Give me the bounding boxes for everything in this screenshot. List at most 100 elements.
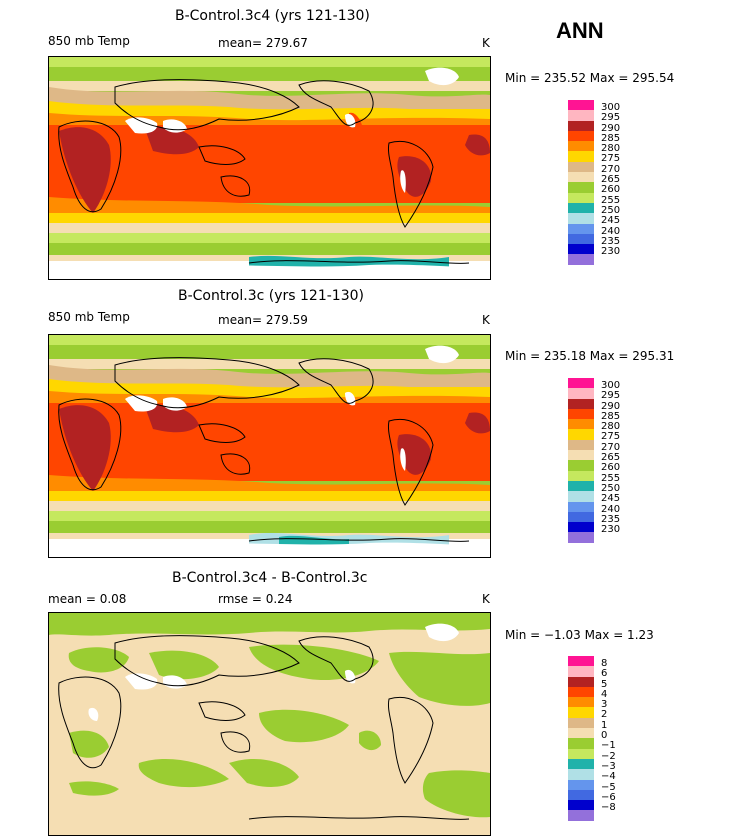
colorbar-label: 245 [601,493,621,505]
colorbar-swatch [568,408,594,420]
panel2-title: B-Control.3c (yrs 121-130) [178,288,364,304]
colorbar-label: 235 [601,513,621,525]
colorbar-swatch [568,254,594,265]
colorbar-label: 2 [601,709,608,721]
panel2-variable-label: 850 mb Temp [48,310,130,324]
colorbar-label: 260 [601,184,621,196]
panel3-map-graphic [49,613,490,835]
colorbar-label: −6 [601,791,616,803]
colorbar-label: 295 [601,112,621,124]
colorbar-swatch [568,233,594,245]
colorbar-label: 240 [601,503,621,515]
panel2-map [48,334,491,558]
colorbar-label: −2 [601,750,616,762]
colorbar-swatch [568,779,594,790]
colorbar-swatch [568,666,594,677]
colorbar-label: 260 [601,462,621,474]
colorbar-swatch [568,511,594,523]
colorbar-swatch [568,460,594,471]
colorbar-swatch [568,439,594,451]
colorbar-swatch [568,110,594,121]
colorbar-label: 255 [601,472,621,484]
colorbar-swatch [568,789,594,801]
colorbar-label: 240 [601,225,621,237]
colorbar-swatch [568,450,594,461]
colorbar-swatch [568,728,594,739]
colorbar-label: −1 [601,740,616,752]
colorbar-label: −8 [601,802,616,814]
colorbar-label: 3 [601,699,608,711]
colorbar-swatch [568,800,594,811]
colorbar-swatch [568,748,594,759]
colorbar-label: 280 [601,143,621,155]
colorbar-label: 300 [601,380,621,391]
colorbar-swatch [568,738,594,749]
colorbar-swatch [568,244,594,255]
colorbar-swatch [568,378,594,389]
colorbar-label: 290 [601,122,621,134]
panel1-mean-label: mean= 279.67 [218,36,308,50]
colorbar-label: 6 [601,668,608,680]
colorbar-swatch [568,192,594,203]
panel3-rmse-label: rmse = 0.24 [218,592,293,606]
colorbar-label: 4 [601,688,608,700]
colorbar-label: 255 [601,194,621,206]
colorbar-label: 280 [601,421,621,433]
colorbar-label: 300 [601,102,621,113]
colorbar-label: 230 [601,524,621,536]
colorbar-label: 0 [601,730,608,742]
panel1-minmax: Min = 235.52 Max = 295.54 [505,71,675,85]
colorbar-swatch [568,120,594,131]
colorbar-label: 250 [601,482,621,494]
panel3-minmax: Min = −1.03 Max = 1.23 [505,628,654,642]
colorbar-swatch [568,182,594,193]
colorbar-swatch [568,100,594,111]
colorbar-label: 245 [601,215,621,227]
panel2-mean-label: mean= 279.59 [218,313,308,327]
panel3-map [48,612,491,836]
colorbar-label: 8 [601,658,608,669]
colorbar-swatch [568,697,594,708]
colorbar-swatch [568,810,594,821]
colorbar-label: 275 [601,153,621,165]
colorbar-swatch [568,656,594,667]
colorbar-swatch [568,707,594,718]
colorbar-label: 285 [601,410,621,422]
panel2-units: K [482,313,490,327]
panel3-units: K [482,592,490,606]
colorbar-swatch [568,758,594,770]
colorbar-swatch [568,151,594,162]
colorbar-swatch [568,491,594,502]
colorbar-label: 265 [601,174,621,186]
colorbar-swatch [568,686,594,698]
colorbar-swatch [568,532,594,543]
colorbar-label: 290 [601,400,621,412]
colorbar-label: 270 [601,163,621,175]
panel1-variable-label: 850 mb Temp [48,34,130,48]
season-label: ANN [556,18,604,43]
colorbar-swatch [568,470,594,481]
colorbar-swatch [568,769,594,780]
panel2-map-graphic [49,335,490,557]
colorbar-swatch [568,398,594,409]
panel2-minmax: Min = 235.18 Max = 295.31 [505,349,675,363]
colorbar-label: 265 [601,452,621,464]
colorbar-label: 285 [601,132,621,144]
colorbar-label: 270 [601,441,621,453]
colorbar-swatch [568,522,594,533]
panel1-map-graphic [49,57,490,279]
colorbar-swatch [568,172,594,183]
colorbar-swatch [568,141,594,152]
colorbar-label: 1 [601,719,608,731]
colorbar-label: 235 [601,235,621,247]
colorbar-label: −3 [601,760,616,772]
colorbar-swatch [568,717,594,729]
colorbar-label: −4 [601,771,616,783]
panel1-title: B-Control.3c4 (yrs 121-130) [175,8,370,24]
colorbar-swatch [568,130,594,142]
colorbar-label: 250 [601,204,621,216]
colorbar-swatch [568,213,594,224]
colorbar-swatch [568,429,594,440]
colorbar-label: 275 [601,431,621,443]
colorbar-swatch [568,419,594,430]
